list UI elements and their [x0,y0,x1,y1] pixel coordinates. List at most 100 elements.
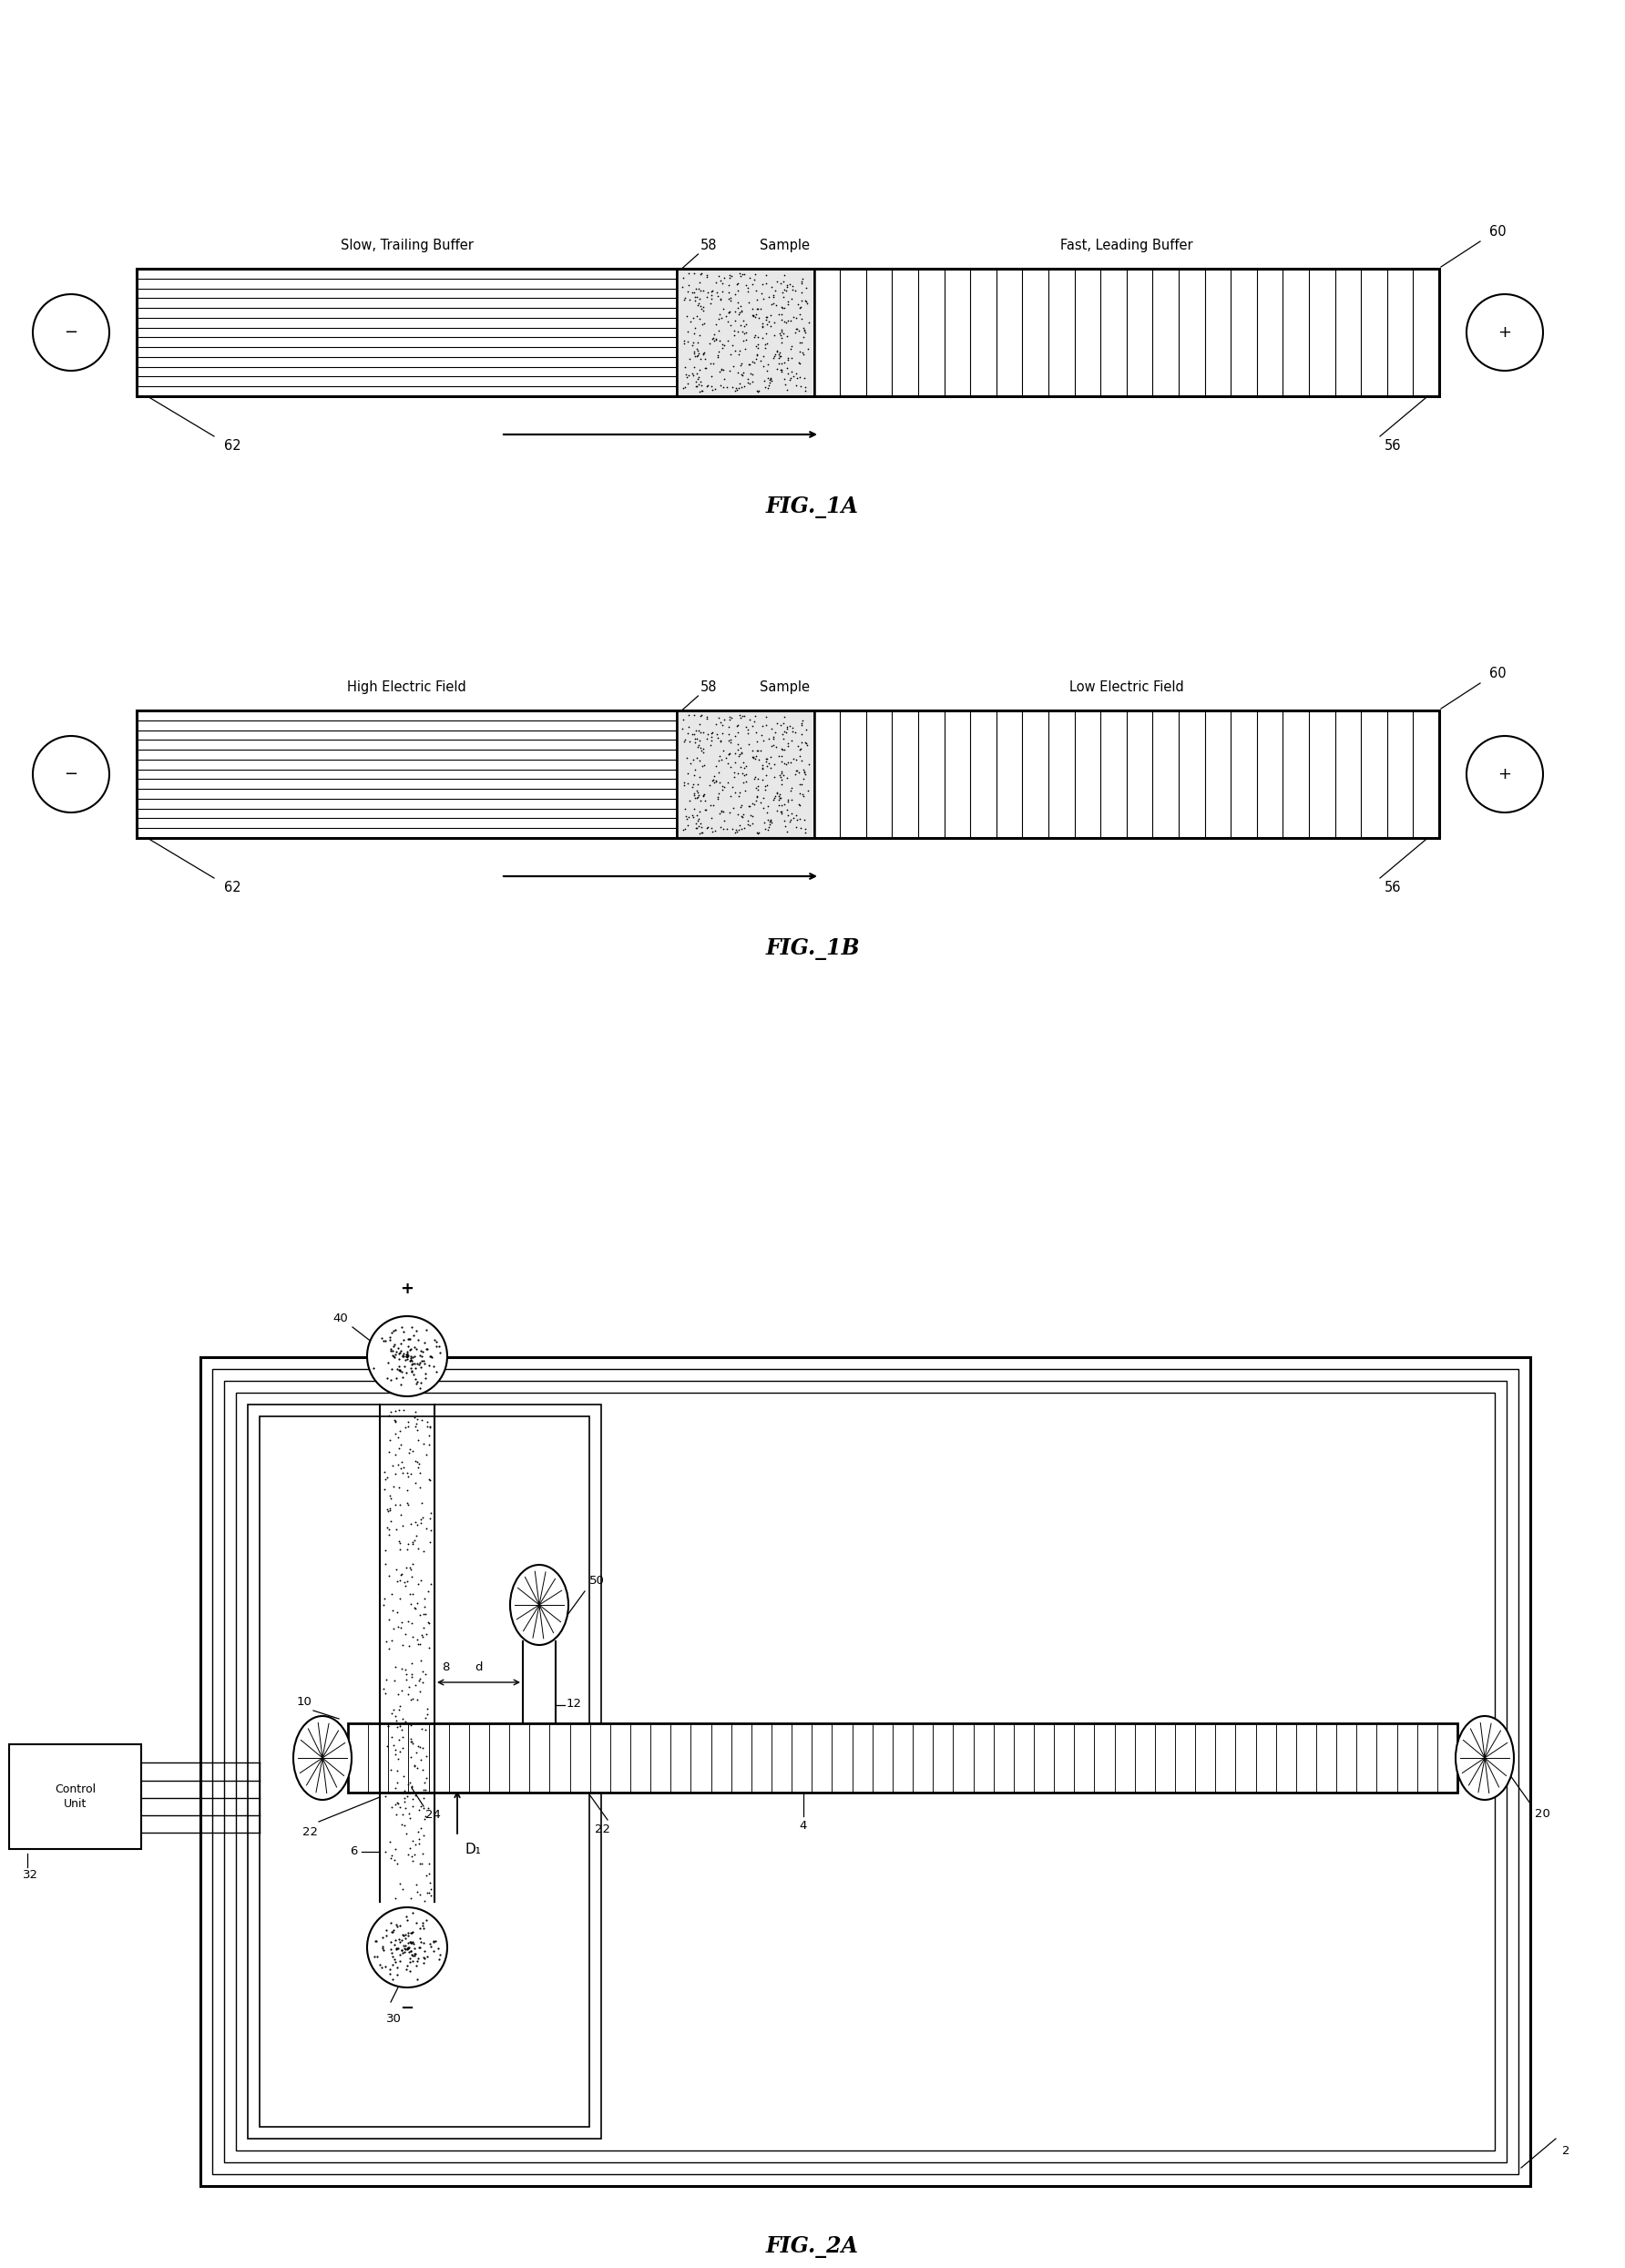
Point [790,333,816,370]
Point [379,1504,405,1540]
Point [717,256,743,293]
Point [413,1361,439,1397]
Point [769,794,795,830]
Bar [10,1744,141,1848]
Point [388,1558,414,1594]
Point [379,1719,405,1755]
Point [778,358,804,395]
Point [697,728,723,764]
Point [767,780,793,816]
Point [749,320,775,356]
Point [764,286,790,322]
Point [790,311,816,347]
Point [725,290,751,327]
Point [393,1338,419,1374]
Point [387,1687,413,1724]
Point [751,723,777,760]
Point [403,1905,429,1941]
Point [426,1941,452,1978]
Point [705,333,731,370]
Point [765,336,791,372]
Point [769,744,795,780]
Point [783,315,809,352]
Point [749,708,775,744]
Point [708,810,734,846]
Point [393,1817,419,1853]
Point [692,349,718,386]
Point [730,302,756,338]
Point [759,286,785,322]
Point [717,293,743,329]
Point [380,1338,406,1374]
Text: Slow, Trailing Buffer: Slow, Trailing Buffer [341,238,473,252]
Point [393,1563,419,1599]
Point [769,345,795,381]
Point [686,336,712,372]
Point [692,340,718,376]
Point [791,812,817,848]
Point [775,342,801,379]
Point [707,263,733,299]
Point [717,295,743,331]
Point [671,792,697,828]
Point [739,297,765,333]
Point [421,1923,447,1960]
Point [681,776,707,812]
Point [772,304,798,340]
Point [691,333,717,370]
Point [736,347,762,383]
Point [395,1408,421,1445]
Point [728,345,754,381]
Point [377,1422,403,1458]
Point [681,696,707,733]
Point [413,1799,439,1835]
Point [398,1506,424,1542]
Point [390,1359,416,1395]
Point [408,1486,434,1522]
Point [387,1429,413,1465]
Point [704,748,730,785]
Point [414,1436,440,1472]
Point [674,714,700,751]
Ellipse shape [292,1717,351,1801]
Point [411,1343,437,1379]
Point [749,746,775,782]
Point [696,767,722,803]
Point [382,1456,408,1492]
Point [751,780,777,816]
Point [686,374,712,411]
Point [786,345,812,381]
Point [682,338,708,374]
Point [380,1592,406,1628]
Point [754,742,780,778]
Point [686,270,712,306]
Point [379,1447,405,1483]
Point [754,299,780,336]
Point [767,338,793,374]
Point [765,778,791,814]
Point [388,1932,414,1969]
Point [408,1789,434,1826]
Point [686,807,712,844]
Point [790,336,816,372]
Point [393,1334,419,1370]
Point [707,297,733,333]
Point [387,1352,413,1388]
Point [774,710,800,746]
Point [722,719,748,755]
Point [390,1701,416,1737]
Point [422,1329,449,1365]
Point [708,367,734,404]
Point [408,1470,434,1506]
Point [396,1331,422,1368]
Point [739,805,765,841]
Point [384,1930,410,1966]
Point [682,363,708,399]
Point [395,1914,421,1950]
Point [770,712,796,748]
Point [395,1930,421,1966]
Point [395,1454,421,1490]
Point [733,306,759,342]
Point [730,256,756,293]
Point [730,755,756,792]
